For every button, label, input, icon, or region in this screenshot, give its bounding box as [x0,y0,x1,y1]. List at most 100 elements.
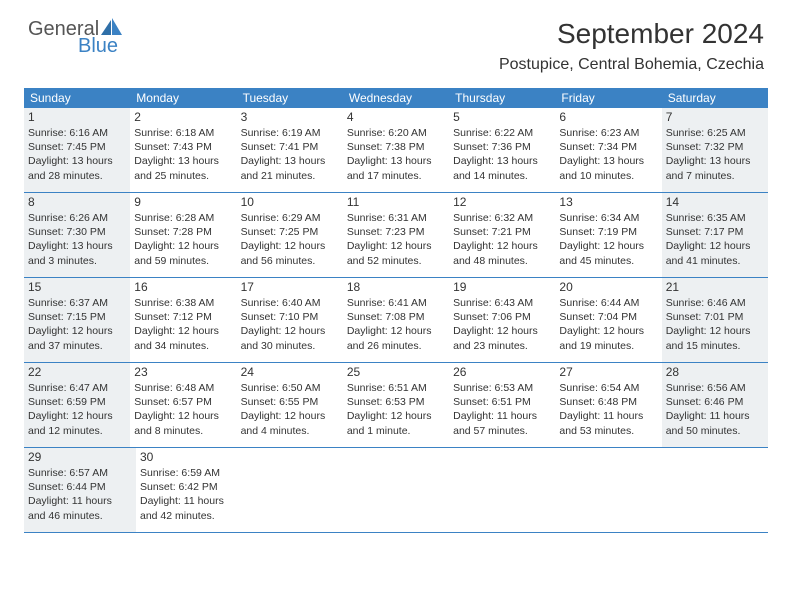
sunset-text: Sunset: 7:12 PM [134,310,232,324]
sunrise-text: Sunrise: 6:23 AM [559,126,657,140]
daylight-text: and 30 minutes. [241,339,339,353]
day-number: 18 [347,280,445,294]
weekday-header: Friday [555,88,661,108]
day-cell: 14Sunrise: 6:35 AMSunset: 7:17 PMDayligh… [662,193,768,277]
sunrise-text: Sunrise: 6:19 AM [241,126,339,140]
daylight-text: and 46 minutes. [28,509,132,523]
day-number: 16 [134,280,232,294]
daylight-text: Daylight: 12 hours [134,409,232,423]
daylight-text: and 45 minutes. [559,254,657,268]
day-number: 10 [241,195,339,209]
sunrise-text: Sunrise: 6:53 AM [453,381,551,395]
day-cell: 1Sunrise: 6:16 AMSunset: 7:45 PMDaylight… [24,108,130,192]
week-row: 1 Sunrise: 6:16 AMSunset: 7:45 PM Daylight… [24,108,768,193]
sunset-text: Sunset: 6:46 PM [666,395,764,409]
empty-cell [352,448,456,532]
location-text: Postupice, Central Bohemia, Czechia [499,56,764,74]
daylight-text: Daylight: 12 hours [28,409,126,423]
day-cell: 29Sunrise: 6:57 AMSunset: 6:44 PMDayligh… [24,448,136,532]
sunset-text: Sunset: 7:01 PM [666,310,764,324]
day-number: 9 [134,195,232,209]
week-row: 15Sunrise: 6:37 AMSunset: 7:15 PMDayligh… [24,278,768,363]
day-cell: 28Sunrise: 6:56 AMSunset: 6:46 PMDayligh… [662,363,768,447]
sunset-text: Sunset: 7:04 PM [559,310,657,324]
sunrise-text: Sunrise: 6:44 AM [559,296,657,310]
daylight-text: and 57 minutes. [453,424,551,438]
daylight-text: Daylight: 13 hours [28,239,126,253]
day-number: 25 [347,365,445,379]
sunset-text: Sunset: 7:25 PM [241,225,339,239]
daylight-text: Daylight: 13 hours [453,154,551,168]
sunset-text: Sunset: 6:42 PM [140,480,244,494]
sunrise-text: Sunrise: 6:50 AM [241,381,339,395]
sunrise-text: Sunrise: 6:54 AM [559,381,657,395]
daylight-text: and 42 minutes. [140,509,244,523]
day-number: 28 [666,365,764,379]
sunset-text: Sunset: 6:51 PM [453,395,551,409]
week-row: 8Sunrise: 6:26 AMSunset: 7:30 PMDaylight… [24,193,768,278]
sunset-text: Sunset: 7:10 PM [241,310,339,324]
day-number: 27 [559,365,657,379]
day-number: 20 [559,280,657,294]
weekday-header: Thursday [449,88,555,108]
sunrise-text: Sunrise: 6:34 AM [559,211,657,225]
day-number: 22 [28,365,126,379]
daylight-text: and 1 minute. [347,424,445,438]
daylight-text: Daylight: 12 hours [347,324,445,338]
day-cell: 13Sunrise: 6:34 AMSunset: 7:19 PMDayligh… [555,193,661,277]
daylight-text: Daylight: 12 hours [666,239,764,253]
daylight-text: and 15 minutes. [666,339,764,353]
daylight-text: Daylight: 12 hours [453,324,551,338]
title-block: September 2024 Postupice, Central Bohemi… [499,18,764,74]
day-cell: 10Sunrise: 6:29 AMSunset: 7:25 PMDayligh… [237,193,343,277]
sunset-text: Sunset: 6:44 PM [28,480,132,494]
sunrise-text: Sunrise: 6:16 AM [28,126,126,140]
logo-text-blue: Blue [78,35,123,58]
day-number: 8 [28,195,126,209]
logo: General Blue [28,18,123,58]
daylight-text: and 41 minutes. [666,254,764,268]
sunrise-text: Sunrise: 6:56 AM [666,381,764,395]
daylight-text: Daylight: 13 hours [559,154,657,168]
sunset-text: Sunset: 6:48 PM [559,395,657,409]
day-number: 4 [347,110,445,124]
sunset-text: Sunset: 7:43 PM [134,140,232,154]
daylight-text: Daylight: 11 hours [453,409,551,423]
day-cell: 21Sunrise: 6:46 AMSunset: 7:01 PMDayligh… [662,278,768,362]
empty-cell [248,448,352,532]
sunrise-text: Sunrise: 6:41 AM [347,296,445,310]
daylight-text: Daylight: 13 hours [241,154,339,168]
day-number: 30 [140,450,244,464]
daylight-text: and 59 minutes. [134,254,232,268]
day-number: 12 [453,195,551,209]
daylight-text: and 12 minutes. [28,424,126,438]
day-number: 6 [559,110,657,124]
day-number: 1 [28,110,126,124]
daylight-text: Daylight: 11 hours [28,494,132,508]
day-number: 14 [666,195,764,209]
daylight-text: Daylight: 11 hours [140,494,244,508]
daylight-text: and 37 minutes. [28,339,126,353]
daylight-text: Daylight: 12 hours [666,324,764,338]
day-cell: 7Sunrise: 6:25 AMSunset: 7:32 PMDaylight… [662,108,768,192]
sunset-text: Sunset: 7:41 PM [241,140,339,154]
daylight-text: Daylight: 12 hours [347,409,445,423]
sunset-text: Sunset: 7:34 PM [559,140,657,154]
sunset-text: Sunset: 7:38 PM [347,140,445,154]
sunset-text: Sunset: 6:55 PM [241,395,339,409]
day-cell: 9Sunrise: 6:28 AMSunset: 7:28 PMDaylight… [130,193,236,277]
daylight-text: and 17 minutes. [347,169,445,183]
day-number: 21 [666,280,764,294]
day-cell: 27Sunrise: 6:54 AMSunset: 6:48 PMDayligh… [555,363,661,447]
sunset-text: Sunset: 7:06 PM [453,310,551,324]
sunset-text: Sunset: 7:45 PM [28,140,126,154]
day-number: 23 [134,365,232,379]
sunrise-text: Sunrise: 6:43 AM [453,296,551,310]
daylight-text: and 34 minutes. [134,339,232,353]
empty-cell [664,448,768,532]
daylight-text: and 19 minutes. [559,339,657,353]
sunrise-text: Sunrise: 6:38 AM [134,296,232,310]
daylight-text: Daylight: 12 hours [134,324,232,338]
sunset-text: Sunset: 7:28 PM [134,225,232,239]
day-number: 19 [453,280,551,294]
